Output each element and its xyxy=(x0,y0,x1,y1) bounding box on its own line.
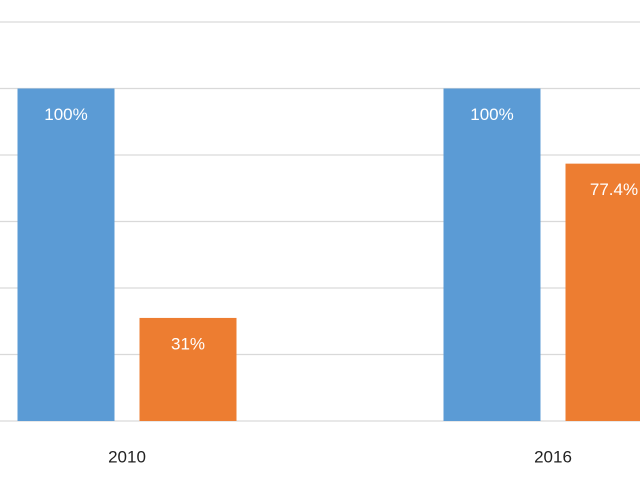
bar xyxy=(443,88,541,421)
data-label: 100% xyxy=(44,105,87,124)
data-label: 31% xyxy=(171,334,205,353)
x-tick-label: 2010 xyxy=(108,447,146,466)
bar xyxy=(17,88,115,421)
data-label: 100% xyxy=(470,105,513,124)
bar xyxy=(565,163,640,421)
x-tick-label: 2016 xyxy=(534,447,572,466)
bar xyxy=(139,317,237,421)
data-label: 77.4% xyxy=(590,180,638,199)
